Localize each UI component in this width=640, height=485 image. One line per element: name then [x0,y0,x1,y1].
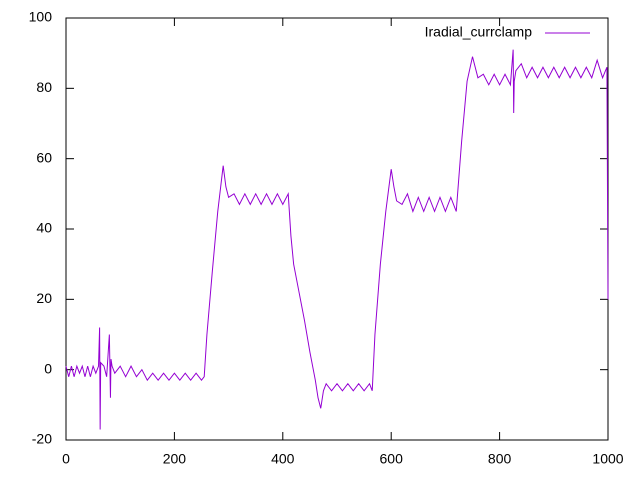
x-tick-label: 200 [163,451,187,467]
y-tick-label: -20 [32,431,52,447]
y-tick-label: 0 [44,360,52,376]
x-tick-label: 0 [62,451,70,467]
x-tick-label: 800 [488,451,512,467]
x-tick-label: 1000 [592,451,623,467]
y-tick-label: 60 [36,149,52,165]
y-tick-label: 40 [36,220,52,236]
y-tick-label: 80 [36,79,52,95]
legend-label: Iradial_currclamp [425,24,533,40]
y-tick-label: 100 [29,9,53,25]
data-line [65,49,609,430]
x-tick-label: 600 [380,451,404,467]
plot-frame [65,17,609,441]
y-tick-label: 20 [36,290,52,306]
x-tick-label: 400 [271,451,295,467]
